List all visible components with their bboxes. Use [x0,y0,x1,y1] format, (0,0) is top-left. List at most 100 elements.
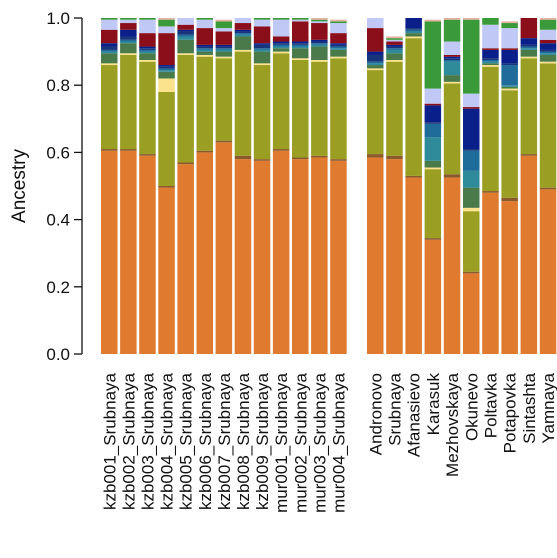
bar-segment [311,157,328,354]
bar-segment [367,65,384,69]
category-label: kzb004_Srubnaya [158,372,177,510]
bar-segment [196,56,213,151]
bar-segment [501,88,518,91]
bar-segment [424,123,442,138]
bar-segment [177,29,194,32]
bar-segment [234,155,252,160]
bar-segment [311,23,328,40]
bar-segment [424,19,442,22]
bar-segment [539,54,557,62]
bar-segment [272,48,290,52]
bar-segment [253,48,271,50]
bar-segment [463,149,480,151]
category-label: kzb007_Srubnaya [215,372,234,510]
bar-segment [177,164,194,354]
bar-segment [292,157,309,160]
bar-segment [443,56,461,59]
bar-segment [520,48,538,50]
bar-segment [311,39,328,42]
bar-segment [215,56,233,59]
bar-segment [158,68,175,71]
bar-segment [443,19,461,42]
bar-segment [330,44,347,47]
y-tick-label: 0.0 [46,345,70,364]
bar-segment [482,65,499,67]
bar-segment [139,46,156,49]
bar-segment [443,81,461,84]
bar-segment [196,28,213,45]
y-tick-label: 0.6 [46,143,70,162]
bar-segment [234,49,252,52]
bar-segment [101,150,118,354]
bar-segment [272,46,290,49]
bar-segment [463,273,480,354]
bar-segment [234,33,252,35]
bar-segment [443,174,461,178]
bar-segment [139,51,156,54]
bar-segment [196,48,213,50]
bar-segment [311,21,328,24]
bar-segment [234,36,252,50]
bar-segment [463,170,480,188]
bar-segment [501,21,518,24]
bar-segment [367,157,384,354]
bar-segment [272,19,290,37]
bar-segment [482,24,499,49]
bar-segment [196,150,213,153]
category-label: mur002_Srubnaya [291,372,310,512]
bar-segment [101,19,118,30]
bar-segment [120,36,137,40]
bar-segment [139,61,156,155]
stacked-bars [101,18,557,354]
bar-segment [520,44,538,47]
bar-segment [215,51,233,57]
bar-segment [424,239,442,354]
bar-segment [234,159,252,354]
bar-segment [539,63,557,188]
bar-segment [443,54,461,57]
category-label: Sintashta [520,372,539,443]
bar-segment [196,18,213,20]
bar-segment [501,28,518,49]
category-label: Srubnaya [385,372,404,445]
bar-segment [367,63,384,66]
bar-segment [520,58,538,155]
bar-segment [158,19,175,27]
bar-segment [177,39,194,54]
bar-segment [482,18,499,25]
bar-segment [272,149,290,151]
bar-segment [292,43,309,45]
bar-segment [463,150,480,171]
bar-segment [520,56,538,59]
y-axis-label: Ancestry [9,149,30,223]
bar-segment [139,18,156,20]
bar-segment [101,29,118,44]
bar-segment [501,65,518,86]
bar-segment [539,51,557,54]
bar-segment [196,49,213,52]
bar-segment [405,31,422,34]
bar-segment [196,44,213,47]
bar-segment [405,36,422,39]
bar-segment [424,238,442,240]
bar-segment [234,31,252,34]
bar-segment [501,90,518,198]
bar-segment [539,18,557,20]
bar-segment [311,46,328,60]
bar-segment [177,31,194,35]
bar-segment [292,48,309,59]
bar-segment [520,18,538,39]
bar-segment [101,63,118,66]
bar-segment [424,105,442,123]
bar-segment [234,29,252,32]
bar-segment [196,152,213,354]
bar-segment [424,167,442,170]
bar-segment [177,162,194,165]
bar-segment [120,39,137,42]
y-tick-label: 0.8 [46,76,70,95]
bar-segment [501,23,518,29]
bar-segment [482,192,499,354]
bar-segment [539,43,557,50]
y-tick-label: 1.0 [46,9,70,28]
bar-segment [330,56,347,59]
